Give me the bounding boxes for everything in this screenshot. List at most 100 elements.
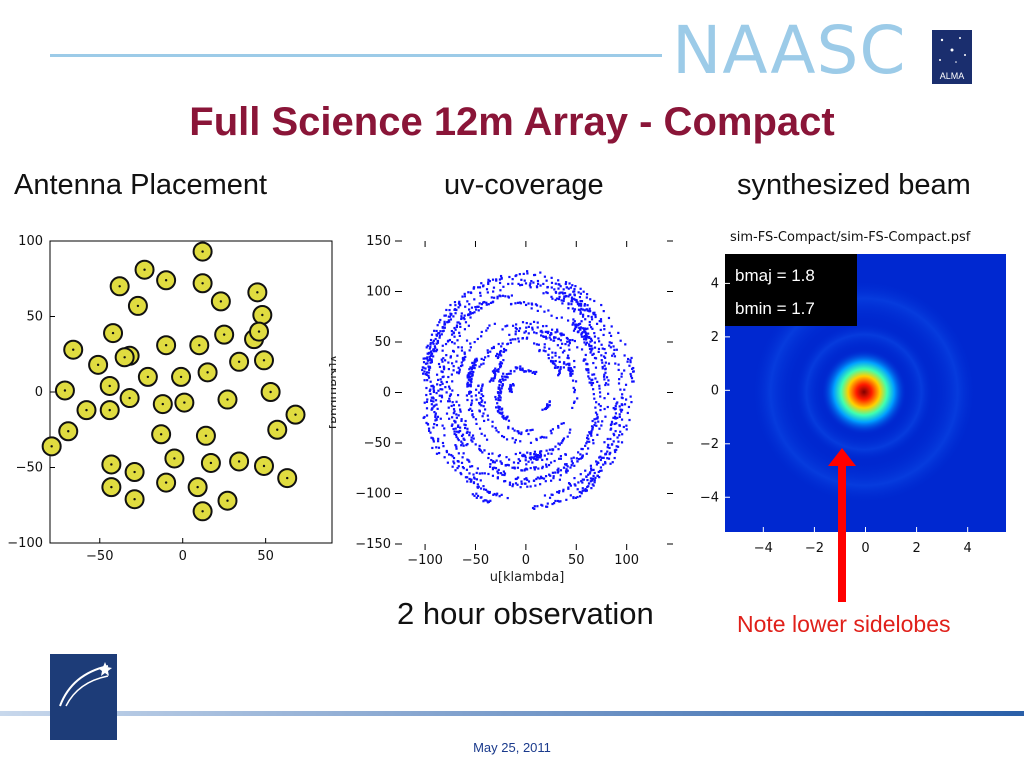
uv-y-tick-label: 0 — [383, 386, 391, 401]
antenna-y-tick-label: −100 — [7, 536, 43, 551]
antenna-marker — [99, 400, 120, 421]
antenna-y-tick-label: −50 — [16, 461, 43, 476]
antenna-marker — [41, 436, 62, 457]
antenna-marker — [88, 354, 109, 375]
uv-x-tick-label: 50 — [568, 553, 585, 568]
nrao-logo-text: NRAO — [128, 719, 173, 736]
antenna-marker — [200, 452, 221, 473]
antenna-marker — [101, 477, 122, 498]
footer-rule — [0, 711, 1024, 716]
uv-x-tick-label: 0 — [522, 553, 530, 568]
antenna-plot-area — [49, 240, 333, 544]
uv-y-axis-label: v[klambda] — [327, 355, 336, 429]
beam-main-lobe — [822, 350, 906, 434]
uv-x-tick-label: −100 — [407, 553, 443, 568]
antenna-marker — [252, 304, 273, 325]
antenna-y-tick-label: 0 — [35, 385, 43, 400]
antenna-marker — [277, 468, 298, 489]
uv-y-axis-label-holder: v[klambda] — [327, 355, 336, 429]
uv-y-tick-label: −50 — [364, 436, 391, 451]
antenna-marker — [109, 276, 130, 297]
radio-dish-icon — [59, 662, 112, 707]
antenna-marker — [217, 490, 238, 511]
antenna-marker — [124, 489, 145, 510]
footer-date: May 25, 2011 — [473, 740, 551, 755]
antenna-marker — [152, 394, 173, 415]
antenna-marker — [171, 366, 192, 387]
antenna-marker — [189, 335, 210, 356]
alma-logo-text: ALMA — [939, 71, 965, 81]
antenna-marker — [229, 351, 250, 372]
red-arrow-icon — [828, 448, 856, 602]
antenna-marker — [156, 472, 177, 493]
bmin-annotation: bmin = 1.7 — [735, 299, 815, 318]
beam-y-tick-label: 0 — [711, 383, 719, 398]
antenna-marker — [124, 462, 145, 483]
antenna-marker — [187, 477, 208, 498]
antenna-marker — [267, 419, 288, 440]
antenna-marker — [76, 400, 97, 421]
beam-x-tick-label: −4 — [754, 541, 773, 556]
uv-y-tick-label: 100 — [366, 285, 391, 300]
antenna-marker — [114, 347, 135, 368]
antenna-marker — [197, 362, 218, 383]
antenna-marker — [156, 335, 177, 356]
antenna-marker — [174, 392, 195, 413]
uv-x-axis-label: u[klambda] — [490, 570, 565, 585]
antenna-marker — [103, 323, 124, 344]
synthesized-beam-chart: sim-FS-Compact/sim-FS-Compact.psf bmaj =… — [700, 230, 1006, 556]
uv-x-tick-label: −50 — [462, 553, 489, 568]
header-rule — [50, 54, 662, 57]
antenna-marker — [260, 382, 281, 402]
beam-chart-title: sim-FS-Compact/sim-FS-Compact.psf — [730, 230, 971, 245]
antenna-marker — [247, 282, 268, 303]
uv-y-tick-label: 50 — [374, 335, 391, 350]
antenna-x-tick-label: 0 — [179, 549, 187, 564]
antenna-marker — [164, 448, 185, 469]
antenna-marker — [253, 350, 274, 371]
antenna-marker — [127, 295, 148, 316]
synthesized-beam-heading: synthesized beam — [737, 169, 971, 201]
antenna-marker — [137, 366, 158, 387]
uv-y-tick-label: −100 — [355, 487, 391, 502]
antenna-placement-heading: Antenna Placement — [14, 169, 268, 201]
uv-coverage-heading: uv-coverage — [444, 169, 604, 201]
beam-y-tick-label: −4 — [700, 490, 719, 505]
uv-points — [421, 270, 635, 510]
antenna-marker — [54, 380, 75, 401]
antenna-marker — [192, 241, 213, 262]
antenna-marker — [249, 321, 270, 342]
antenna-y-tick-label: 100 — [18, 234, 43, 249]
antenna-x-tick-label: −50 — [86, 549, 113, 564]
antenna-marker — [63, 339, 84, 360]
bmaj-annotation: bmaj = 1.8 — [735, 266, 815, 285]
antenna-marker — [195, 425, 216, 446]
antenna-marker — [119, 388, 140, 409]
antenna-placement-chart: −100 −50 0 50 100 −50 0 50 — [7, 234, 333, 564]
beam-info-box — [725, 254, 857, 326]
antenna-marker — [58, 421, 79, 442]
star-field-icon — [939, 37, 966, 63]
antenna-marker — [156, 270, 177, 291]
slide-title: Full Science 12m Array - Compact — [189, 100, 835, 144]
antenna-marker — [192, 273, 213, 294]
note-label: Note lower sidelobes — [737, 611, 951, 637]
antenna-marker — [134, 259, 155, 280]
beam-x-tick-label: −2 — [805, 541, 824, 556]
uv-y-tick-label: −150 — [355, 537, 391, 552]
antenna-marker — [151, 424, 172, 445]
antenna-marker — [214, 324, 235, 345]
antenna-marker — [101, 454, 122, 475]
antenna-marker — [285, 404, 306, 425]
observation-duration-label: 2 hour observation — [397, 596, 654, 631]
uv-y-tick-label: 150 — [366, 234, 391, 249]
beam-y-tick-label: 2 — [711, 330, 719, 345]
uv-x-tick-label: 100 — [614, 553, 639, 568]
alma-logo: ALMA — [932, 30, 972, 84]
antenna-marker — [217, 389, 238, 410]
antenna-marker — [229, 451, 250, 472]
antenna-marker — [99, 375, 120, 396]
antenna-marker — [210, 291, 231, 312]
nrao-logo: NRAO — [50, 654, 173, 740]
naasc-logo: NAASC — [672, 12, 907, 89]
